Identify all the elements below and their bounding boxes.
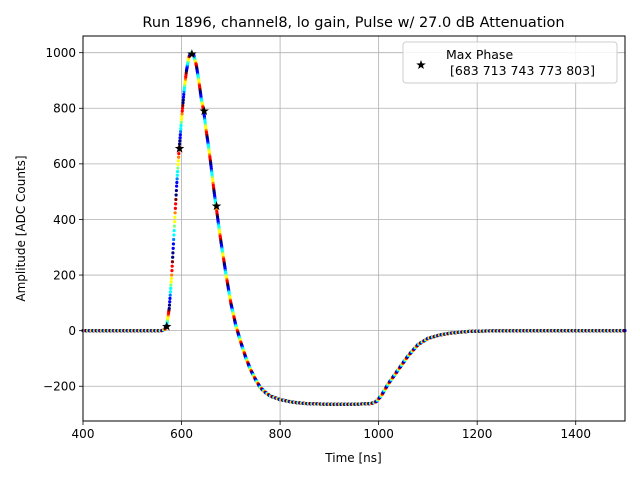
pulse-sample bbox=[181, 98, 185, 102]
pulse-sample bbox=[179, 120, 183, 125]
pulse-sample bbox=[178, 130, 183, 134]
pulse-sample bbox=[173, 206, 177, 210]
grid bbox=[82, 36, 625, 421]
pulse-sample bbox=[169, 276, 174, 280]
pulse-sample bbox=[181, 103, 185, 108]
pulse-sample bbox=[168, 290, 173, 294]
pulse-sample bbox=[179, 123, 183, 128]
y-tick-label: 400 bbox=[53, 213, 76, 227]
pulse-sample bbox=[176, 170, 180, 174]
pulse-sample bbox=[179, 117, 184, 121]
pulse-sample bbox=[178, 133, 182, 137]
pulse-sample bbox=[172, 224, 176, 228]
y-tick-label: 600 bbox=[53, 157, 76, 171]
pulse-sample bbox=[172, 233, 176, 237]
pulse-sample bbox=[177, 151, 181, 156]
pulse-sample bbox=[176, 166, 180, 170]
y-axis-label: Amplitude [ADC Counts] bbox=[14, 155, 28, 301]
pulse-sample bbox=[172, 228, 176, 233]
pulse-sample bbox=[179, 126, 183, 131]
pulse-sample bbox=[175, 184, 179, 188]
max-phase-star bbox=[187, 49, 197, 59]
pulse-sample bbox=[171, 246, 175, 250]
pulse-sample bbox=[170, 264, 174, 268]
x-tick-label: 1200 bbox=[462, 427, 493, 441]
pulse-sample bbox=[171, 242, 176, 246]
pulse-sample bbox=[174, 193, 178, 197]
pulse-sample bbox=[168, 300, 172, 304]
pulse-sample bbox=[176, 159, 180, 163]
legend-box bbox=[402, 41, 618, 84]
pulse-sample bbox=[173, 211, 177, 215]
y-tick-label: 0 bbox=[68, 324, 76, 338]
pulse-sample bbox=[174, 188, 178, 193]
pulse-sample bbox=[168, 296, 172, 301]
axes: 400 600 800 1000 1200 1400 −200 0 200 400 600 800 10… bbox=[43, 46, 591, 441]
pulse-sample bbox=[173, 215, 177, 219]
pulse-sample bbox=[175, 180, 179, 185]
pulse-sample bbox=[174, 197, 178, 202]
legend-title: Max Phase bbox=[446, 47, 513, 62]
pulse-sample bbox=[181, 95, 186, 99]
pulse-sample bbox=[178, 136, 182, 140]
x-tick-label: 1400 bbox=[560, 427, 591, 441]
pulse-sample bbox=[180, 109, 184, 113]
pulse-sample bbox=[170, 260, 175, 264]
max-phase-star bbox=[199, 106, 209, 116]
y-tick-label: 1000 bbox=[45, 46, 76, 60]
pulse-sample bbox=[180, 112, 184, 116]
legend-entry: [683 713 743 773 803] bbox=[450, 63, 595, 78]
max-phase-star bbox=[162, 321, 172, 331]
y-tick-label: −200 bbox=[43, 380, 76, 394]
max-phase-star bbox=[211, 201, 222, 211]
pulse-sample bbox=[167, 303, 172, 307]
x-tick-label: 1000 bbox=[363, 427, 394, 441]
pulse-sample bbox=[167, 306, 171, 311]
pulse-sample bbox=[181, 101, 185, 105]
pulse-sample bbox=[169, 280, 173, 284]
y-tick-label: 200 bbox=[53, 268, 76, 282]
pulse-sample bbox=[180, 106, 185, 110]
legend-star-icon bbox=[416, 60, 426, 70]
pulse-sample bbox=[169, 283, 173, 287]
y-tick-label: 800 bbox=[53, 102, 76, 116]
pulse-sample bbox=[169, 286, 173, 290]
pulse-sample bbox=[168, 293, 172, 297]
pulse-sample bbox=[172, 237, 176, 242]
pulse-sample bbox=[174, 202, 178, 206]
plot-frame bbox=[82, 35, 626, 422]
pulse-series bbox=[81, 51, 627, 406]
pulse-sample bbox=[176, 155, 181, 159]
x-axis-label: Time [ns] bbox=[324, 451, 381, 465]
pulse-sample bbox=[171, 255, 175, 259]
max-phase-markers bbox=[162, 49, 222, 331]
pulse-sample bbox=[173, 220, 177, 224]
x-tick-label: 600 bbox=[170, 427, 193, 441]
x-tick-label: 400 bbox=[72, 427, 95, 441]
pulse-sample bbox=[170, 273, 174, 277]
pulse-sample bbox=[182, 92, 186, 96]
pulse-sample bbox=[176, 162, 180, 167]
pulse-sample bbox=[171, 251, 175, 255]
pulse-sample bbox=[180, 115, 184, 119]
chart-title: Run 1896, channel8, lo gain, Pulse w/ 27… bbox=[142, 15, 564, 31]
max-phase-star bbox=[174, 143, 185, 153]
legend: Max Phase [683 713 743 773 803] bbox=[402, 41, 618, 84]
pulse-sample bbox=[178, 139, 182, 143]
pulse-sample bbox=[170, 269, 174, 273]
pulse-sample bbox=[175, 177, 179, 181]
x-tick-label: 800 bbox=[269, 427, 292, 441]
pulse-sample bbox=[175, 173, 179, 177]
